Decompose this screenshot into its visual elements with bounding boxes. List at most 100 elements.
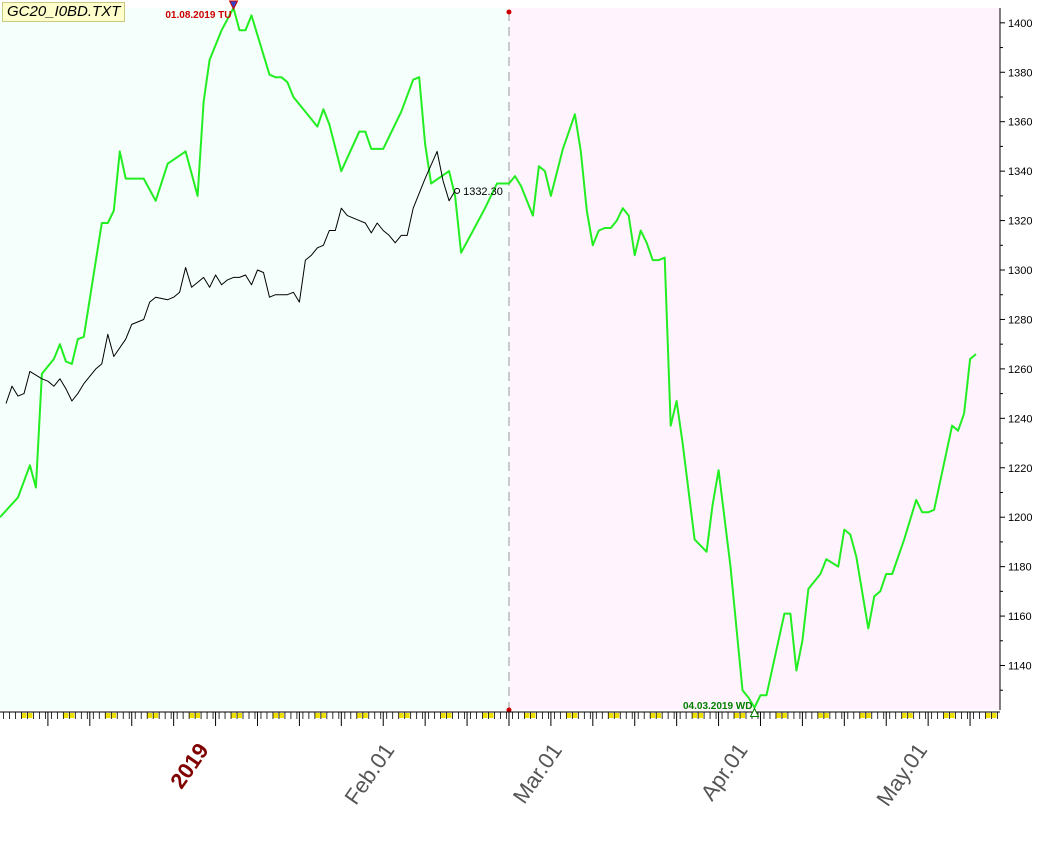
day-cell [901, 713, 907, 718]
day-cell [260, 713, 266, 718]
day-cell [117, 713, 123, 718]
day-cell [21, 713, 27, 718]
day-cell [793, 713, 799, 718]
day-cell [159, 713, 165, 718]
day-cell [69, 713, 75, 718]
day-cell [458, 713, 464, 718]
day-cell [931, 713, 937, 718]
day-cell [9, 713, 15, 718]
day-cell [99, 713, 105, 718]
day-cell [39, 713, 45, 718]
day-cell [147, 713, 153, 718]
year-tick-label: 2019 [165, 739, 214, 793]
day-cell [482, 713, 488, 718]
day-cell [572, 713, 578, 718]
price-tick-label: 1320 [1008, 216, 1032, 228]
day-cell [949, 713, 955, 718]
day-cell [123, 713, 129, 718]
day-cell [440, 713, 446, 718]
future-region-background [508, 8, 1000, 710]
day-cell [608, 713, 614, 718]
divider-bottom-marker [506, 707, 512, 713]
date-axis: 2019 Feb.01 Mar.01 Apr.01 May.01 [0, 711, 1003, 811]
day-cell [877, 713, 883, 718]
day-cell [835, 713, 841, 718]
day-cell [554, 713, 560, 718]
day-cell [728, 713, 734, 718]
month-tick-label: Feb.01 [340, 739, 400, 809]
day-cell [722, 713, 728, 718]
day-cell [584, 713, 590, 718]
day-cell [943, 713, 949, 718]
day-cell [524, 713, 530, 718]
price-tick-label: 1140 [1008, 661, 1032, 673]
price-tick-label: 1200 [1008, 512, 1032, 524]
series-layer [0, 7, 977, 709]
day-cell [811, 713, 817, 718]
day-cell [248, 713, 254, 718]
day-cell [278, 713, 284, 718]
day-cell [871, 713, 877, 718]
day-cell [135, 713, 141, 718]
day-cell [15, 713, 21, 718]
day-cell [919, 713, 925, 718]
day-cell [362, 713, 368, 718]
day-cell [602, 713, 608, 718]
day-cell [518, 713, 524, 718]
day-cell [626, 713, 632, 718]
day-cell [33, 713, 39, 718]
day-cell [937, 713, 943, 718]
day-cell [93, 713, 99, 718]
price-axis: 1400 1380 1360 1340 1320 1300 1280 1260 1240 1220… [999, 8, 1032, 710]
day-cell [907, 713, 913, 718]
day-cell [692, 713, 698, 718]
day-cell [620, 713, 626, 718]
day-cell [207, 713, 213, 718]
day-cell [710, 713, 716, 718]
day-cell [769, 713, 775, 718]
day-cell [231, 713, 237, 718]
day-cell [913, 713, 919, 718]
day-cell [746, 713, 752, 718]
day-cell [219, 713, 225, 718]
day-cell [284, 713, 290, 718]
day-cell [272, 713, 278, 718]
day-cell [374, 713, 380, 718]
day-cell [368, 713, 374, 718]
price-tick-label: 1280 [1008, 314, 1032, 326]
high-date-label: 01.08.2019 TU [165, 10, 231, 21]
day-cell [560, 713, 566, 718]
day-cell [847, 713, 853, 718]
day-cell [75, 713, 81, 718]
day-cell [332, 713, 338, 718]
day-cell [650, 713, 656, 718]
day-cell [243, 713, 249, 718]
day-cell [51, 713, 57, 718]
day-cell [201, 713, 207, 718]
day-cell [787, 713, 793, 718]
past-region-background [0, 8, 509, 710]
low-date-label: 04.03.2019 WD [683, 701, 753, 712]
day-cell [991, 713, 997, 718]
day-cell [644, 713, 650, 718]
price-tick-label: 1220 [1008, 463, 1032, 475]
day-cell [536, 713, 542, 718]
day-cell [865, 713, 871, 718]
day-cell [656, 713, 662, 718]
last-price-marker [454, 187, 461, 194]
day-cell [763, 713, 769, 718]
day-cell [817, 713, 823, 718]
day-cell [823, 713, 829, 718]
low-marker-icon [749, 707, 760, 718]
divider-top-marker [506, 9, 512, 15]
day-cell [853, 713, 859, 718]
day-cell [961, 713, 967, 718]
day-cell [410, 713, 416, 718]
price-tick-label: 1300 [1008, 265, 1032, 277]
day-cell [398, 713, 404, 718]
day-cell [177, 713, 183, 718]
day-cell [997, 713, 1003, 718]
day-cell [566, 713, 572, 718]
price-tick-label: 1400 [1008, 18, 1032, 30]
day-cell [668, 713, 674, 718]
